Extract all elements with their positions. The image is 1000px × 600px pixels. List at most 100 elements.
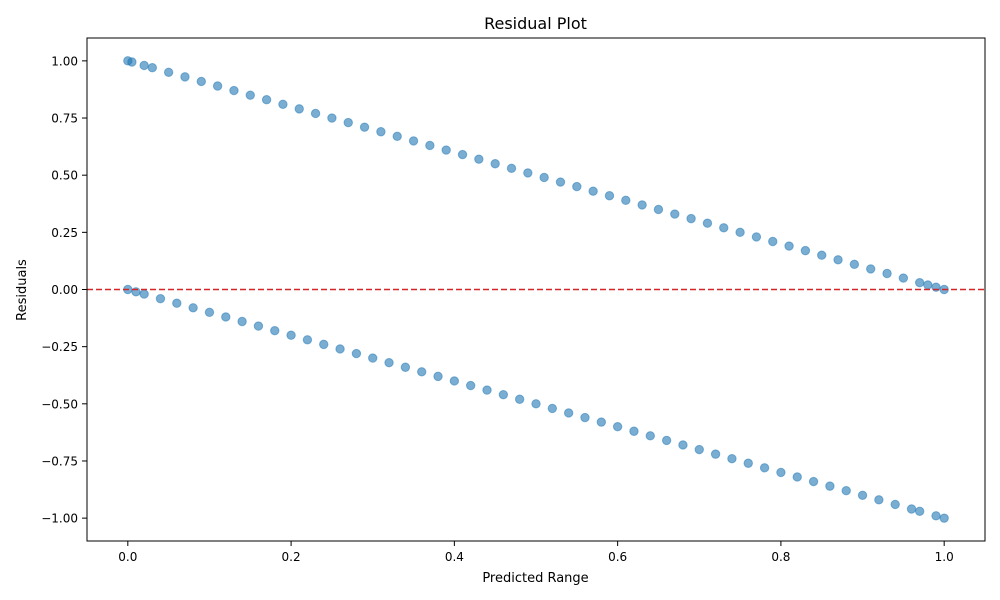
scatter-point xyxy=(596,417,607,427)
scatter-point xyxy=(898,273,909,283)
scatter-point xyxy=(931,511,941,521)
scatter-point xyxy=(874,495,884,505)
scatter-point xyxy=(637,200,647,210)
scatter-point xyxy=(539,172,549,183)
chart-title: Residual Plot xyxy=(484,14,587,33)
y-tick-label: −0.25 xyxy=(41,340,78,354)
scatter-point xyxy=(286,330,296,340)
scatter-point xyxy=(506,163,517,174)
scatter-point xyxy=(751,232,762,242)
scatter-point xyxy=(833,255,843,265)
scatter-point xyxy=(139,60,149,71)
scatter-point xyxy=(923,280,933,290)
scatter-point xyxy=(449,376,460,386)
x-tick-label: 0.8 xyxy=(771,550,790,564)
y-tick-label: 0.00 xyxy=(51,283,78,297)
scatter-point xyxy=(588,186,598,196)
y-tick-label: 1.00 xyxy=(51,54,78,68)
scatter-point xyxy=(335,344,345,354)
scatter-point xyxy=(743,458,753,468)
scatter-point xyxy=(710,449,721,459)
y-tick-label: −0.50 xyxy=(41,397,78,411)
scatter-point xyxy=(221,312,231,322)
scatter-point xyxy=(914,277,925,288)
scatter-point xyxy=(417,367,427,377)
scatter-point xyxy=(678,440,688,450)
scatter-point xyxy=(792,472,802,482)
scatter-point xyxy=(400,362,411,372)
scatter-point xyxy=(686,213,696,224)
x-tick-label: 0.2 xyxy=(282,550,301,564)
scatter-point xyxy=(523,168,533,178)
scatter-point xyxy=(776,467,786,478)
scatter-point xyxy=(188,303,198,313)
scatter-point xyxy=(196,76,206,87)
scatter-point xyxy=(425,140,435,151)
scatter-point xyxy=(661,435,672,446)
scatter-point xyxy=(474,154,484,164)
scatter-point xyxy=(825,481,835,491)
x-axis-ticks: 0.0 0.2 0.4 0.6 0.8 1.0 xyxy=(118,541,954,564)
scatter-point xyxy=(490,159,500,169)
scatter-point xyxy=(319,339,329,350)
scatter-point xyxy=(204,307,215,318)
scatter-point xyxy=(343,117,353,128)
scatter-point xyxy=(800,245,811,256)
scatter-point xyxy=(784,241,794,251)
scatter-point xyxy=(629,426,639,436)
x-tick-label: 0.4 xyxy=(445,550,464,564)
y-axis-ticks: −1.00 −0.75 −0.50 −0.25 0.00 0.25 0.50 0.75 1.00 xyxy=(41,54,87,526)
y-axis-label: Residuals xyxy=(15,259,30,321)
scatter-point xyxy=(441,145,451,155)
scatter-point xyxy=(465,380,476,391)
scatter-point xyxy=(572,181,582,192)
y-tick-label: −1.00 xyxy=(41,512,78,526)
scatter-point xyxy=(155,293,166,304)
scatter-point xyxy=(857,490,868,500)
scatter-point xyxy=(237,316,247,327)
scatter-point xyxy=(310,108,321,119)
scatter-point xyxy=(482,385,492,395)
scatter-point xyxy=(514,394,525,404)
scatter-point xyxy=(906,504,917,514)
x-tick-label: 0.6 xyxy=(608,550,627,564)
scatter-point xyxy=(759,463,770,473)
scatter-point xyxy=(261,95,272,105)
scatter-point xyxy=(433,371,443,382)
scatter-point xyxy=(172,298,182,308)
y-tick-label: 0.75 xyxy=(51,112,78,126)
y-tick-label: 0.50 xyxy=(51,169,78,183)
scatter-point xyxy=(180,72,190,82)
scatter-point xyxy=(229,85,239,96)
scatter-point xyxy=(245,90,255,100)
y-tick-label: 0.25 xyxy=(51,226,78,240)
scatter-point xyxy=(645,431,655,441)
scatter-point xyxy=(817,250,827,260)
scatter-point xyxy=(914,506,925,516)
scatter-point xyxy=(212,81,223,91)
scatter-point xyxy=(866,264,876,274)
scatter-point xyxy=(384,357,394,368)
scatter-point xyxy=(368,353,378,363)
plot-area xyxy=(86,37,986,542)
scatter-points xyxy=(123,56,949,523)
scatter-point xyxy=(580,412,590,423)
scatter-point xyxy=(555,177,566,187)
scatter-point xyxy=(392,131,402,142)
scatter-point xyxy=(768,236,778,247)
scatter-point xyxy=(498,389,509,400)
scatter-point xyxy=(841,486,851,496)
scatter-point xyxy=(890,499,900,510)
scatter-point xyxy=(457,149,468,160)
scatter-point xyxy=(351,348,362,359)
x-tick-label: 1.0 xyxy=(935,550,954,564)
x-tick-label: 0.0 xyxy=(118,550,137,564)
scatter-point xyxy=(653,204,664,215)
scatter-point xyxy=(139,289,149,299)
scatter-point xyxy=(531,399,541,409)
scatter-point xyxy=(612,421,623,432)
scatter-point xyxy=(670,209,680,219)
scatter-point xyxy=(939,513,949,523)
